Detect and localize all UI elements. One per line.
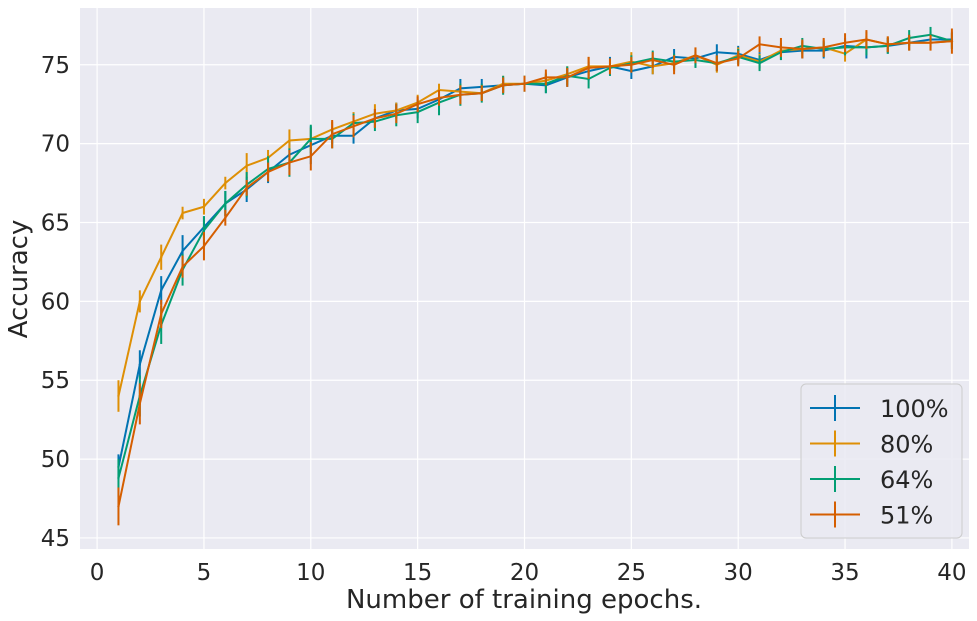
data-point xyxy=(843,41,847,44)
x-axis-title: Number of training epochs. xyxy=(346,585,702,615)
y-tick-label: 45 xyxy=(41,526,70,552)
data-point xyxy=(288,161,291,164)
data-point xyxy=(160,312,163,316)
legend-item: 64% xyxy=(810,466,933,494)
x-tick-label: 30 xyxy=(724,560,753,586)
data-point xyxy=(544,76,548,79)
data-point xyxy=(651,58,654,62)
data-point xyxy=(865,38,868,41)
data-point xyxy=(160,256,163,259)
data-point xyxy=(138,402,142,406)
y-tick-label: 55 xyxy=(41,368,70,394)
x-tick-label: 20 xyxy=(510,560,539,586)
data-point xyxy=(715,62,719,65)
legend-label: 51% xyxy=(880,502,933,530)
data-point xyxy=(630,63,633,66)
data-point xyxy=(330,132,334,136)
data-point xyxy=(202,205,206,208)
data-point xyxy=(181,265,184,268)
legend-item: 51% xyxy=(810,501,933,530)
data-point xyxy=(117,505,120,508)
data-point xyxy=(117,394,120,398)
data-point xyxy=(117,476,120,480)
data-point xyxy=(587,66,590,70)
legend-label: 100% xyxy=(880,395,949,423)
data-point xyxy=(608,65,612,68)
data-point xyxy=(309,137,312,141)
data-point xyxy=(352,125,355,128)
data-point xyxy=(224,181,227,185)
data-point xyxy=(950,39,954,43)
data-point xyxy=(416,103,419,106)
data-point xyxy=(672,63,676,66)
series-layer xyxy=(117,26,954,526)
data-point xyxy=(181,249,184,253)
legend-label: 64% xyxy=(880,466,933,494)
data-point xyxy=(737,57,740,60)
x-tick-label: 10 xyxy=(296,560,325,586)
y-tick-label: 50 xyxy=(41,447,70,473)
data-point xyxy=(202,244,206,248)
data-point xyxy=(245,186,248,190)
data-point xyxy=(245,164,248,167)
data-point xyxy=(181,211,184,215)
data-point xyxy=(480,91,483,95)
data-point xyxy=(224,216,227,219)
data-point xyxy=(758,62,761,65)
data-point xyxy=(202,229,206,232)
data-point xyxy=(437,96,441,100)
data-point xyxy=(907,41,911,44)
data-point xyxy=(288,139,291,142)
data-point xyxy=(373,117,377,120)
tick-labels: 0 5 10 15 20 25 30 35 40 45 50 55 60 65 70 75 xyxy=(41,53,967,586)
data-point xyxy=(138,363,142,366)
x-tick-label: 15 xyxy=(403,560,432,586)
x-tick-label: 25 xyxy=(617,560,646,586)
data-point xyxy=(566,76,569,79)
legend-item: 100% xyxy=(810,395,949,423)
data-point xyxy=(758,43,761,46)
legend: 100% 80% 64% 51% xyxy=(800,383,963,539)
data-point xyxy=(266,170,270,174)
x-tick-label: 0 xyxy=(90,560,105,586)
data-point xyxy=(929,41,932,44)
data-point xyxy=(886,43,889,46)
data-point xyxy=(395,112,398,115)
series-51% xyxy=(117,28,954,526)
y-tick-label: 70 xyxy=(41,132,70,158)
x-tick-label: 5 xyxy=(197,560,212,586)
data-point xyxy=(160,289,163,292)
data-point xyxy=(523,82,526,85)
data-point xyxy=(822,46,825,49)
data-point xyxy=(694,54,697,57)
y-tick-label: 65 xyxy=(41,211,70,237)
data-point xyxy=(138,300,142,303)
data-point xyxy=(309,155,312,158)
data-point xyxy=(224,202,227,205)
x-tick-label: 40 xyxy=(937,560,966,586)
y-tick-label: 60 xyxy=(41,289,70,315)
data-point xyxy=(501,84,505,87)
data-point xyxy=(779,46,783,49)
y-axis-title: Accuracy xyxy=(4,220,34,339)
legend-item: 80% xyxy=(810,430,933,459)
legend-box xyxy=(800,383,963,539)
legend-label: 80% xyxy=(880,431,933,459)
data-point xyxy=(801,47,804,51)
y-tick-label: 75 xyxy=(41,53,70,79)
series-line xyxy=(117,38,952,507)
data-point xyxy=(459,93,462,96)
x-tick-label: 35 xyxy=(830,560,859,586)
data-point xyxy=(715,50,719,54)
